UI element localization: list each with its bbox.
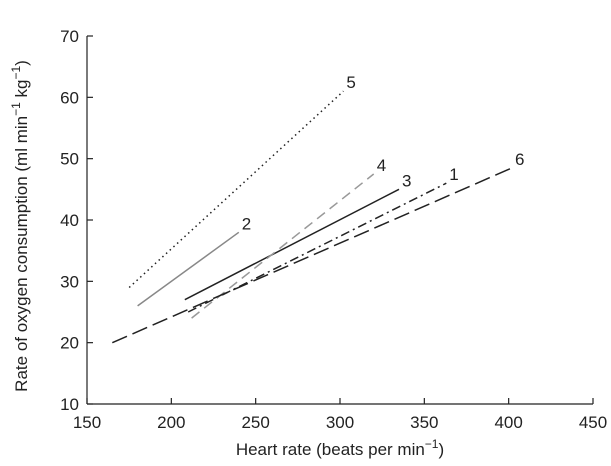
y-tick-label: 70 xyxy=(60,27,79,46)
series-line-2 xyxy=(137,231,240,307)
series-line-5 xyxy=(128,90,344,289)
x-tick-label: 250 xyxy=(241,413,269,432)
x-tick-label: 450 xyxy=(579,413,607,432)
y-tick-label: 50 xyxy=(60,150,79,169)
series-label-6: 6 xyxy=(515,150,524,169)
y-tick-label: 40 xyxy=(60,211,79,230)
x-tick-label: 300 xyxy=(326,413,354,432)
series-line-6 xyxy=(111,167,513,344)
axes: 150 200 250 300 350 400 450 10 20 30 40 50 60 70 xyxy=(60,27,607,432)
series-label-2: 2 xyxy=(242,214,251,233)
series-labels: 1 2 34 5 6 xyxy=(242,73,525,233)
y-axis-title: Rate of oxygen consumption (ml min−1 kg−… xyxy=(9,60,31,392)
series-label-3: 3 xyxy=(402,171,411,190)
x-tick-label: 150 xyxy=(73,413,101,432)
x-tick-label: 200 xyxy=(157,413,185,432)
y-tick-label: 30 xyxy=(60,272,79,291)
series-line-3 xyxy=(184,188,400,301)
y-tick-label: 20 xyxy=(60,334,79,353)
series-layer xyxy=(111,90,513,344)
y-tick-label: 10 xyxy=(60,395,79,414)
series-label-5: 5 xyxy=(346,73,355,92)
series-label-1: 1 xyxy=(449,165,458,184)
y-tick-label: 60 xyxy=(60,88,79,107)
x-tick-label: 400 xyxy=(494,413,522,432)
x-axis-title: Heart rate (beats per min−1) xyxy=(236,437,444,459)
x-tick-label: 350 xyxy=(410,413,438,432)
series-label-4: 4 xyxy=(377,156,386,175)
